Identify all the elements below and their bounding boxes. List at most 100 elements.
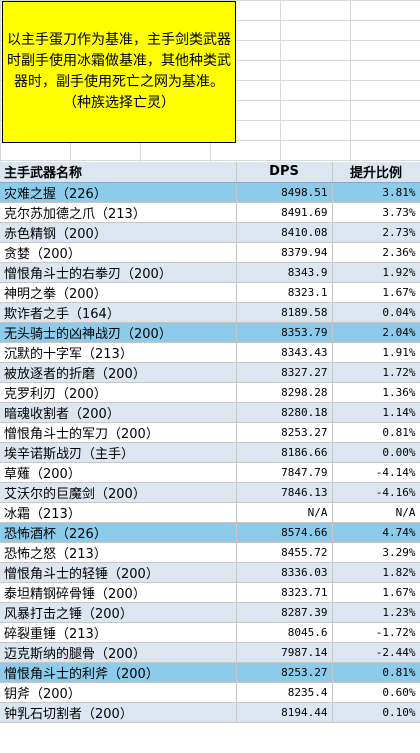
- table-row: 贪婪（200） 8379.94 2.36%: [0, 242, 420, 263]
- improvement-cell[interactable]: 1.23%: [332, 602, 420, 623]
- dps-cell[interactable]: N/A: [236, 502, 333, 523]
- weapon-name-cell[interactable]: 恐怖之怒（213）: [0, 542, 237, 563]
- improvement-cell[interactable]: 0.04%: [332, 302, 420, 323]
- improvement-cell[interactable]: -4.14%: [332, 462, 420, 483]
- table-row: 憎恨角斗士的利斧（200） 8253.27 0.81%: [0, 662, 420, 683]
- header-weapon-name[interactable]: 主手武器名称: [0, 162, 237, 183]
- improvement-cell[interactable]: -1.72%: [332, 622, 420, 643]
- weapon-name-cell[interactable]: 钟乳石切割者（200）: [0, 702, 237, 723]
- dps-cell[interactable]: 8379.94: [236, 242, 333, 263]
- improvement-cell[interactable]: 0.60%: [332, 682, 420, 703]
- weapon-name-cell[interactable]: 沉默的十字军（213）: [0, 342, 237, 363]
- dps-cell[interactable]: 8574.66: [236, 522, 333, 543]
- weapon-name-cell[interactable]: 冰霜（213）: [0, 502, 237, 523]
- table-row: 克尔苏加德之爪（213） 8491.69 3.73%: [0, 202, 420, 223]
- weapon-name-cell[interactable]: 泰坦精钢碎骨锤（200）: [0, 582, 237, 603]
- note-textbox[interactable]: 以主手蛋刀作为基准，主手剑类武器时副手使用冰霜做基准，其他种类武器时，副手使用死…: [2, 1, 236, 143]
- improvement-cell[interactable]: 4.74%: [332, 522, 420, 543]
- dps-cell[interactable]: 7987.14: [236, 642, 333, 663]
- improvement-cell[interactable]: 3.81%: [332, 182, 420, 203]
- dps-cell[interactable]: 8327.27: [236, 362, 333, 383]
- dps-cell[interactable]: 8410.08: [236, 222, 333, 243]
- weapon-name-cell[interactable]: 碎裂重锤（213）: [0, 622, 237, 643]
- header-dps[interactable]: DPS: [236, 162, 333, 183]
- improvement-cell[interactable]: 0.10%: [332, 702, 420, 723]
- improvement-cell[interactable]: 1.67%: [332, 582, 420, 603]
- improvement-cell[interactable]: 1.82%: [332, 562, 420, 583]
- improvement-cell[interactable]: N/A: [332, 502, 420, 523]
- improvement-cell[interactable]: 2.36%: [332, 242, 420, 263]
- table-row: 埃辛诺斯战刃（主手） 8186.66 0.00%: [0, 442, 420, 463]
- improvement-cell[interactable]: 3.29%: [332, 542, 420, 563]
- dps-cell[interactable]: 8323.1: [236, 282, 333, 303]
- dps-cell[interactable]: 8189.58: [236, 302, 333, 323]
- weapon-name-cell[interactable]: 憎恨角斗士的右拳刃（200）: [0, 262, 237, 283]
- dps-cell[interactable]: 8287.39: [236, 602, 333, 623]
- improvement-cell[interactable]: 0.81%: [332, 662, 420, 683]
- header-improvement[interactable]: 提升比例: [332, 162, 420, 183]
- note-text: 以主手蛋刀作为基准，主手剑类武器时副手使用冰霜做基准，其他种类武器时，副手使用死…: [7, 32, 231, 111]
- weapon-name-cell[interactable]: 憎恨角斗士的轻锤（200）: [0, 562, 237, 583]
- weapon-name-cell[interactable]: 赤色精钢（200）: [0, 222, 237, 243]
- dps-cell[interactable]: 8045.6: [236, 622, 333, 643]
- weapon-name-cell[interactable]: 克罗利刃（200）: [0, 382, 237, 403]
- improvement-cell[interactable]: 1.91%: [332, 342, 420, 363]
- weapon-name-cell[interactable]: 克尔苏加德之爪（213）: [0, 202, 237, 223]
- weapon-name-cell[interactable]: 风暴打击之锤（200）: [0, 602, 237, 623]
- dps-cell[interactable]: 8235.4: [236, 682, 333, 703]
- improvement-cell[interactable]: 0.81%: [332, 422, 420, 443]
- weapon-dps-table: 主手武器名称 DPS 提升比例 灾难之握（226） 8498.51 3.81% 克尔苏…: [0, 162, 420, 723]
- dps-cell[interactable]: 8455.72: [236, 542, 333, 563]
- dps-cell[interactable]: 8253.27: [236, 662, 333, 683]
- weapon-name-cell[interactable]: 贪婪（200）: [0, 242, 237, 263]
- improvement-cell[interactable]: 1.36%: [332, 382, 420, 403]
- weapon-name-cell[interactable]: 神明之拳（200）: [0, 282, 237, 303]
- table-row: 钟乳石切割者（200） 8194.44 0.10%: [0, 702, 420, 723]
- dps-cell[interactable]: 8186.66: [236, 442, 333, 463]
- dps-cell[interactable]: 8491.69: [236, 202, 333, 223]
- weapon-name-cell[interactable]: 埃辛诺斯战刃（主手）: [0, 442, 237, 463]
- dps-cell[interactable]: 7847.79: [236, 462, 333, 483]
- table-row: 迈克斯纳的腿骨（200） 7987.14 -2.44%: [0, 642, 420, 663]
- weapon-name-cell[interactable]: 被放逐者的折磨（200）: [0, 362, 237, 383]
- improvement-cell[interactable]: -4.16%: [332, 482, 420, 503]
- improvement-cell[interactable]: 0.00%: [332, 442, 420, 463]
- improvement-cell[interactable]: 1.92%: [332, 262, 420, 283]
- table-row: 恐怖之怒（213） 8455.72 3.29%: [0, 542, 420, 563]
- table-row: 克罗利刃（200） 8298.28 1.36%: [0, 382, 420, 403]
- dps-cell[interactable]: 8253.27: [236, 422, 333, 443]
- table-row: 碎裂重锤（213） 8045.6 -1.72%: [0, 622, 420, 643]
- table-row: 欺诈者之手（164） 8189.58 0.04%: [0, 302, 420, 323]
- dps-cell[interactable]: 7846.13: [236, 482, 333, 503]
- dps-cell[interactable]: 8343.43: [236, 342, 333, 363]
- weapon-name-cell[interactable]: 憎恨角斗士的军刀（200）: [0, 422, 237, 443]
- table-row: 艾沃尔的巨魔剑（200） 7846.13 -4.16%: [0, 482, 420, 503]
- table-row: 神明之拳（200） 8323.1 1.67%: [0, 282, 420, 303]
- weapon-name-cell[interactable]: 艾沃尔的巨魔剑（200）: [0, 482, 237, 503]
- dps-cell[interactable]: 8498.51: [236, 182, 333, 203]
- weapon-name-cell[interactable]: 无头骑士的凶神战刃（200）: [0, 322, 237, 343]
- weapon-name-cell[interactable]: 钥斧（200）: [0, 682, 237, 703]
- table-row: 恐怖酒杯（226） 8574.66 4.74%: [0, 522, 420, 543]
- weapon-name-cell[interactable]: 暗魂收割者（200）: [0, 402, 237, 423]
- improvement-cell[interactable]: 3.73%: [332, 202, 420, 223]
- dps-cell[interactable]: 8343.9: [236, 262, 333, 283]
- improvement-cell[interactable]: 1.14%: [332, 402, 420, 423]
- dps-cell[interactable]: 8194.44: [236, 702, 333, 723]
- dps-cell[interactable]: 8323.71: [236, 582, 333, 603]
- improvement-cell[interactable]: -2.44%: [332, 642, 420, 663]
- improvement-cell[interactable]: 2.73%: [332, 222, 420, 243]
- weapon-name-cell[interactable]: 欺诈者之手（164）: [0, 302, 237, 323]
- weapon-name-cell[interactable]: 恐怖酒杯（226）: [0, 522, 237, 543]
- dps-cell[interactable]: 8280.18: [236, 402, 333, 423]
- weapon-name-cell[interactable]: 憎恨角斗士的利斧（200）: [0, 662, 237, 683]
- weapon-name-cell[interactable]: 灾难之握（226）: [0, 182, 237, 203]
- improvement-cell[interactable]: 1.67%: [332, 282, 420, 303]
- dps-cell[interactable]: 8353.79: [236, 322, 333, 343]
- dps-cell[interactable]: 8298.28: [236, 382, 333, 403]
- improvement-cell[interactable]: 2.04%: [332, 322, 420, 343]
- weapon-name-cell[interactable]: 迈克斯纳的腿骨（200）: [0, 642, 237, 663]
- improvement-cell[interactable]: 1.72%: [332, 362, 420, 383]
- weapon-name-cell[interactable]: 草薙（200）: [0, 462, 237, 483]
- dps-cell[interactable]: 8336.03: [236, 562, 333, 583]
